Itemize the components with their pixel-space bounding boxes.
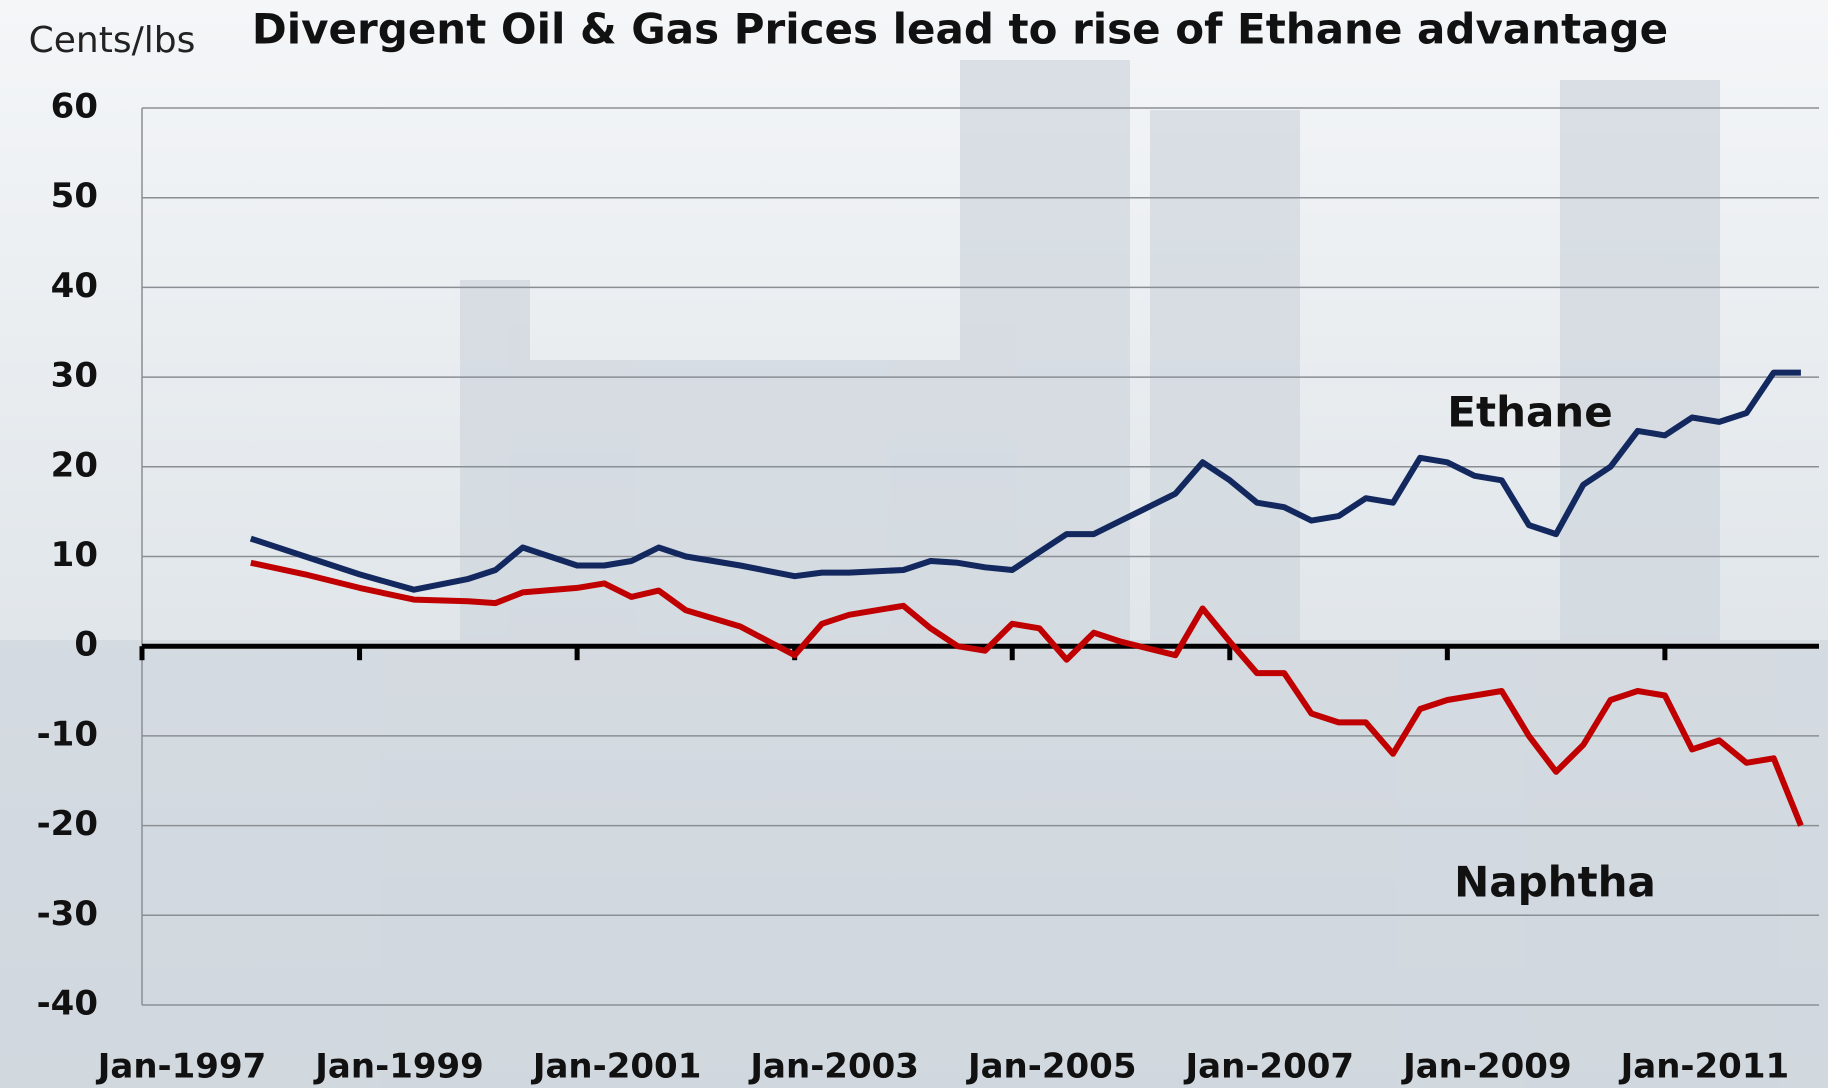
series-label: Naphtha (1454, 858, 1656, 907)
x-tick-label: Jan-2005 (966, 1047, 1137, 1087)
background-plant (0, 60, 1828, 1088)
x-tick-label: Jan-2003 (748, 1047, 919, 1087)
y-tick-label: 0 (74, 625, 98, 665)
x-tick-label: Jan-2001 (531, 1047, 702, 1087)
x-tick-label: Jan-2007 (1184, 1047, 1355, 1087)
y-tick-label: 50 (51, 176, 98, 216)
y-tick-label: -10 (37, 714, 98, 754)
series-line (250, 559, 1804, 827)
y-axis-label: Cents/lbs (29, 20, 196, 61)
x-tick-label: Jan-1999 (313, 1047, 484, 1087)
y-tick-label: 30 (51, 356, 98, 396)
x-tick-label: Jan-1997 (96, 1047, 267, 1087)
series-label: Ethane (1447, 388, 1612, 437)
y-tick-label: 40 (51, 266, 98, 306)
y-tick-label: -20 (37, 804, 98, 844)
chart-title: Divergent Oil & Gas Prices lead to rise … (252, 5, 1668, 54)
y-tick-label: 60 (51, 87, 98, 127)
series-line (249, 369, 1801, 593)
x-tick-label: Jan-2011 (1619, 1047, 1790, 1087)
y-tick-label: -30 (37, 894, 98, 934)
y-tick-label: -40 (37, 984, 98, 1024)
y-tick-label: 20 (51, 445, 98, 485)
x-tick-label: Jan-2009 (1401, 1047, 1572, 1087)
y-tick-label: 10 (51, 535, 98, 575)
